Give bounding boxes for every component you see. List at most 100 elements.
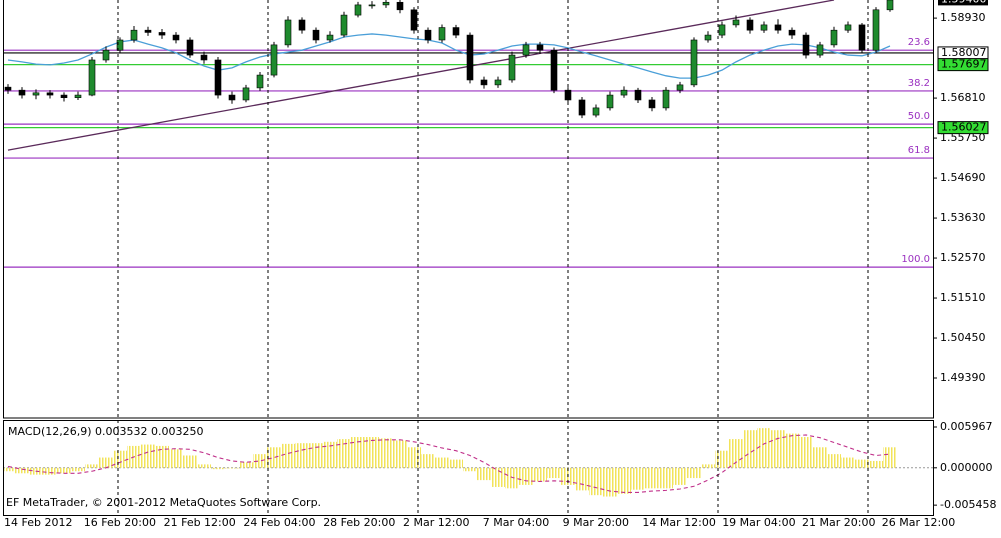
- macd-bar: [533, 467, 547, 482]
- macd-bar: [239, 462, 253, 468]
- macd-bar: [379, 438, 393, 468]
- macd-bar: [771, 430, 785, 468]
- macd-bar: [225, 467, 239, 469]
- macd-pane: [3, 428, 933, 497]
- candle-body: [676, 84, 684, 91]
- candle-body: [858, 24, 866, 51]
- candle-body: [18, 89, 26, 96]
- candle-body: [200, 54, 208, 61]
- x-tick-label: 9 Mar 20:00: [563, 516, 629, 529]
- candle-body: [816, 44, 824, 56]
- x-tick-label: 14 Mar 12:00: [642, 516, 715, 529]
- trendline: [7, 0, 835, 151]
- candle-body: [382, 1, 390, 6]
- candle-body: [746, 19, 754, 31]
- macd-bar: [631, 467, 645, 490]
- candle-body: [536, 44, 544, 51]
- candle-body: [690, 39, 698, 86]
- macd-bar: [169, 449, 183, 468]
- candle-body: [4, 86, 12, 91]
- macd-bar: [85, 464, 99, 468]
- macd-bar: [309, 443, 323, 468]
- price-box-label: 1.58007: [941, 46, 987, 59]
- macd-bar: [687, 467, 701, 479]
- macd-bar: [435, 457, 449, 468]
- x-tick-label: 26 Mar 12:00: [882, 516, 955, 529]
- candle-body: [46, 92, 54, 96]
- candle-body: [116, 39, 124, 51]
- macd-title: MACD(12,26,9) 0.003532 0.003250: [8, 425, 204, 438]
- candle-body: [32, 92, 40, 96]
- candle-body: [550, 49, 558, 91]
- last-price-label: 1.59400: [941, 0, 987, 5]
- macd-bar: [715, 450, 729, 468]
- candle-body: [578, 99, 586, 116]
- macd-bar: [267, 447, 281, 468]
- y-tick-label: 1.58930: [940, 11, 986, 24]
- macd-bar: [645, 467, 659, 489]
- fib-label: 100.0: [901, 254, 930, 265]
- candle-body: [354, 4, 362, 16]
- macd-bar: [337, 439, 351, 468]
- macd-frame: [3, 420, 934, 516]
- macd-bar: [351, 437, 365, 468]
- macd-bar: [799, 437, 813, 468]
- macd-bar: [155, 445, 169, 468]
- macd-bar: [113, 450, 127, 468]
- candle-body: [228, 94, 236, 101]
- macd-bar: [365, 437, 379, 468]
- y-tick-label: -0.005458: [940, 498, 996, 511]
- candle-body: [340, 14, 348, 36]
- candle-body: [788, 29, 796, 36]
- candle-body: [494, 79, 502, 86]
- candle-body: [844, 24, 852, 31]
- y-tick-label: 1.54690: [940, 171, 986, 184]
- candle-body: [592, 107, 600, 116]
- x-tick-label: 28 Feb 20:00: [323, 516, 395, 529]
- macd-bar: [463, 467, 477, 472]
- candle-body: [410, 9, 418, 31]
- x-tick-label: 16 Feb 20:00: [84, 516, 156, 529]
- candle-body: [802, 34, 810, 56]
- macd-bar: [673, 467, 687, 485]
- y-tick-label: 1.50450: [940, 331, 986, 344]
- macd-bar: [855, 459, 869, 468]
- macd-bar: [617, 467, 631, 494]
- macd-bar: [869, 460, 883, 468]
- y-tick-label: 1.53630: [940, 211, 986, 224]
- macd-bar: [15, 467, 29, 474]
- signal-line: [7, 434, 891, 493]
- candle-body: [508, 54, 516, 81]
- macd-bar: [421, 454, 435, 468]
- macd-bar: [253, 454, 267, 468]
- candle-body: [74, 94, 82, 99]
- macd-bar: [659, 467, 673, 489]
- y-tick-label: 1.55750: [940, 131, 986, 144]
- macd-bar: [477, 467, 491, 481]
- candle-body: [326, 34, 334, 41]
- x-tick-label: 2 Mar 12:00: [403, 516, 469, 529]
- fib-label: 61.8: [908, 145, 930, 156]
- candle-body: [606, 94, 614, 109]
- macd-bar: [3, 467, 15, 472]
- macd-bar: [407, 447, 421, 468]
- candle-body: [130, 29, 138, 41]
- fib-label: 38.2: [908, 78, 930, 89]
- x-tick-label: 21 Mar 20:00: [802, 516, 875, 529]
- macd-bar: [841, 457, 855, 468]
- macd-bar: [57, 467, 71, 474]
- fib-label: 23.6: [908, 37, 930, 48]
- candle-body: [256, 74, 264, 89]
- candle-body: [872, 9, 880, 51]
- y-tick-label: 1.51510: [940, 291, 986, 304]
- macd-bar: [449, 459, 463, 468]
- candle-body: [186, 39, 194, 56]
- main-pane: 23.6 38.2 50.0 61.8 100.0: [3, 0, 933, 268]
- footer: EF MetaTrader, © 2001-2012 MetaQuotes So…: [6, 496, 321, 509]
- candle-body: [214, 59, 222, 96]
- macd-bar: [883, 447, 897, 468]
- macd-bar: [281, 443, 295, 468]
- candle-body: [424, 29, 432, 41]
- candle-body: [158, 32, 166, 36]
